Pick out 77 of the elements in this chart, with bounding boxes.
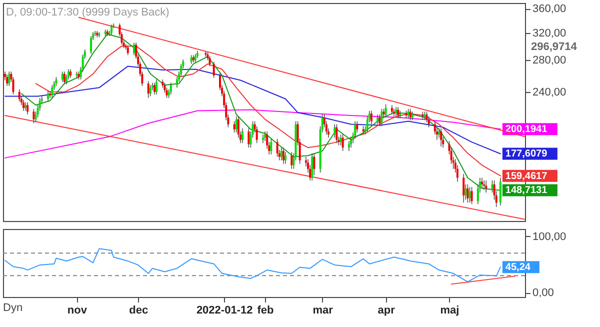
candlestick — [395, 106, 398, 117]
candlestick — [311, 152, 314, 181]
x-tick-label: feb — [257, 304, 274, 316]
candlestick — [233, 120, 236, 133]
candlestick — [407, 108, 410, 119]
text: Dyn — [3, 302, 23, 314]
data-label: 177,6079 — [505, 148, 548, 160]
y-tick-label: 360,00 — [532, 3, 566, 16]
candlestick — [22, 99, 24, 112]
candlestick — [32, 108, 35, 124]
x-tick-label: maj — [440, 304, 460, 316]
y-tick-label: 100,00 — [532, 230, 566, 243]
chart-title: D, 09:00-17:30 (9999 Days Back) — [6, 6, 170, 19]
candlestick — [354, 120, 356, 140]
text: 296,9714 — [531, 41, 578, 53]
candlestick — [26, 102, 29, 115]
candlestick — [348, 140, 350, 152]
y-tick-label: 240,00 — [532, 86, 566, 98]
candlestick — [384, 104, 387, 118]
candlestick — [468, 186, 471, 203]
x-tick-label: apr — [378, 304, 396, 316]
candlestick — [342, 134, 344, 152]
candlestick — [18, 88, 20, 102]
candlestick — [282, 147, 284, 164]
candlestick — [6, 74, 8, 86]
candlestick — [392, 108, 395, 117]
candlestick — [170, 82, 172, 95]
candlestick — [390, 104, 393, 115]
y-tick-label: 280,00 — [532, 54, 566, 67]
candlestick — [462, 173, 465, 203]
candlestick — [133, 42, 136, 56]
data-label: 148,7131 — [505, 185, 548, 196]
candlestick — [422, 111, 424, 120]
candlestick — [485, 180, 488, 193]
candlestick — [256, 126, 258, 144]
candlestick — [397, 106, 400, 119]
x-tick-label: 2022-01-12 — [196, 304, 253, 316]
candlestick — [290, 152, 293, 170]
candlestick — [499, 177, 502, 206]
candlestick — [242, 128, 244, 144]
x-tick-label: dec — [129, 304, 148, 316]
x-tick-label: nov — [67, 304, 88, 316]
x-tick-label: mar — [312, 304, 334, 316]
candlestick — [376, 114, 379, 125]
candlestick — [51, 84, 54, 98]
candlestick — [399, 110, 402, 119]
candlestick — [270, 138, 272, 155]
candlestick — [370, 110, 372, 125]
candlestick — [440, 128, 442, 147]
candlestick — [336, 124, 338, 144]
candlestick — [63, 71, 66, 85]
candlestick — [380, 108, 383, 127]
candlestick — [147, 80, 150, 98]
candlestick — [8, 71, 10, 86]
candlestick — [481, 177, 484, 189]
candlestick — [126, 44, 129, 56]
candlestick — [156, 79, 158, 95]
candlestick — [470, 186, 473, 204]
candlestick — [276, 138, 278, 158]
candlestick — [90, 36, 92, 54]
candlestick — [149, 84, 152, 97]
candlestick — [110, 24, 112, 36]
candlestick — [409, 108, 412, 121]
candlestick — [47, 90, 50, 102]
candlestick — [350, 136, 352, 148]
candlestick — [248, 128, 250, 148]
candlestick — [284, 152, 286, 164]
y-tick-label: 320,00 — [532, 27, 566, 40]
data-label: 200,1941 — [505, 124, 548, 136]
candlestick — [212, 61, 215, 78]
candlestick — [61, 71, 64, 82]
data-label: 159,4617 — [505, 170, 548, 182]
y-tick-label: 0,00 — [532, 287, 554, 300]
candlestick — [208, 55, 211, 67]
candlestick — [280, 147, 282, 161]
candlestick — [466, 184, 469, 203]
data-label: 45,24 — [505, 262, 531, 274]
